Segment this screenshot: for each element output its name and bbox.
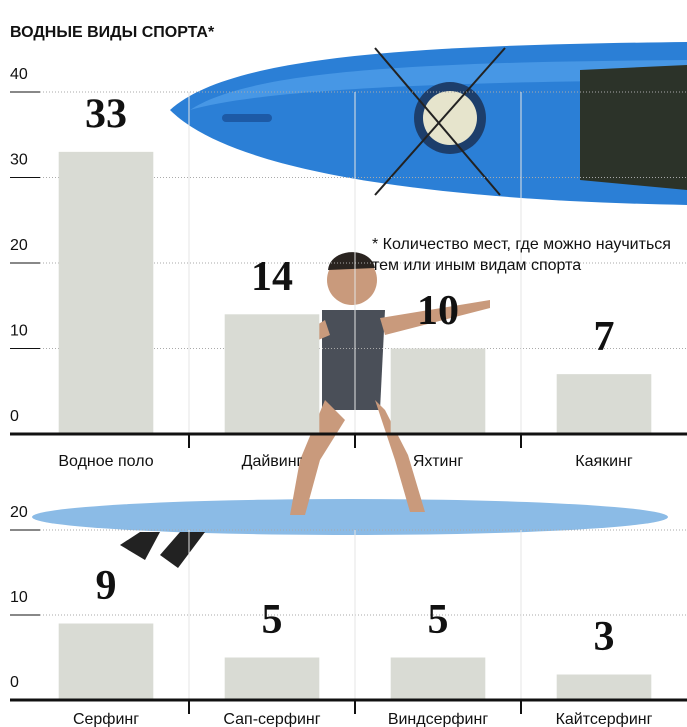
y-tick-label: 10 xyxy=(10,323,28,340)
x-tick-label: Каякинг xyxy=(575,453,633,470)
value-label: 3 xyxy=(594,614,615,660)
value-label: 5 xyxy=(262,597,283,643)
x-tick-label: Кайтсерфинг xyxy=(556,711,653,727)
x-tick-label: Серфинг xyxy=(73,711,139,727)
bar xyxy=(224,657,320,700)
footnote: * Количество мест, где можно научиться т… xyxy=(372,236,671,274)
x-tick-label: Сап-серфинг xyxy=(223,711,320,727)
y-tick-label: 30 xyxy=(10,152,28,169)
y-tick-label: 20 xyxy=(10,237,28,254)
x-tick-label: Дайвинг xyxy=(242,453,303,470)
page-title: ВОДНЫЕ ВИДЫ СПОРТА* xyxy=(10,24,215,41)
bar xyxy=(390,657,486,700)
x-tick-label: Водное поло xyxy=(58,453,153,470)
bar xyxy=(556,674,652,700)
bar xyxy=(58,623,154,700)
value-label: 5 xyxy=(428,597,449,643)
value-label: 33 xyxy=(85,91,127,137)
y-tick-label: 20 xyxy=(10,504,28,521)
y-tick-label: 0 xyxy=(10,674,19,691)
x-tick-label: Виндсерфинг xyxy=(388,711,489,727)
bar xyxy=(390,348,486,434)
bar xyxy=(224,314,320,434)
bar xyxy=(556,374,652,434)
bar xyxy=(58,151,154,434)
value-label: 14 xyxy=(251,254,293,300)
y-tick-label: 10 xyxy=(10,589,28,606)
y-tick-label: 0 xyxy=(10,408,19,425)
value-label: 9 xyxy=(96,563,117,609)
decoration xyxy=(32,42,687,568)
y-tick-label: 40 xyxy=(10,66,28,83)
x-tick-label: Яхтинг xyxy=(413,453,463,470)
value-label: 7 xyxy=(594,314,615,360)
value-label: 10 xyxy=(417,288,459,334)
